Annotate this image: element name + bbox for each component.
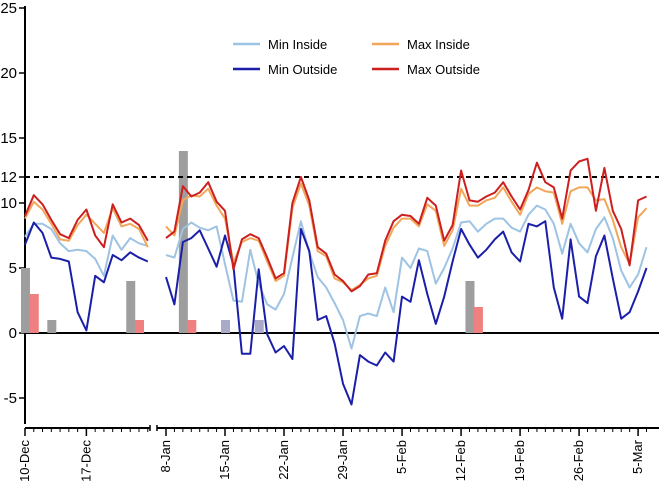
legend-label-min-outside: Min Outside	[268, 62, 337, 77]
x-tick-label: 10-Dec	[17, 440, 32, 482]
x-tick-label: 8-Jan	[158, 440, 173, 473]
x-tick-label: 12-Feb	[453, 440, 468, 481]
bar-inside	[254, 320, 264, 333]
x-tick-label: 26-Feb	[571, 440, 586, 481]
bar-inside	[47, 320, 57, 333]
bar-inside	[465, 281, 475, 333]
legend-label-max-inside: Max Inside	[407, 37, 470, 52]
y-tick-label: -5	[4, 390, 17, 407]
x-tick-label: 19-Feb	[512, 440, 527, 481]
max-outside-line-seg1	[24, 194, 149, 249]
x-tick-label: 5-Mar	[630, 439, 645, 474]
y-tick-label: 0	[9, 325, 17, 342]
x-tick-label: 22-Jan	[276, 440, 291, 480]
bar-inside	[221, 320, 231, 333]
lines-layer	[24, 157, 648, 406]
x-tick-label: 29-Jan	[335, 440, 350, 480]
bar-outside	[187, 320, 197, 333]
y-tick-label: 12	[0, 169, 17, 186]
legend-label-max-outside: Max Outside	[407, 62, 480, 77]
x-axis: 10-Dec 17-Dec 8-Jan 15-Jan 22-Jan 29-Jan 5-Feb…	[17, 425, 659, 482]
bar-inside	[21, 268, 30, 333]
legend: Min Inside Max Inside Min Outside Max Outsi…	[233, 37, 480, 77]
bar-outside	[29, 294, 39, 333]
x-tick-label: 15-Jan	[217, 440, 232, 480]
min-outside-line-seg1	[24, 221, 149, 332]
y-tick-label: 15	[0, 130, 17, 147]
max-outside-line-seg2	[165, 157, 647, 293]
min-inside-line-seg1	[24, 222, 149, 277]
y-tick-label: 20	[0, 65, 17, 82]
x-tick-label: 17-Dec	[78, 440, 93, 482]
bar-inside	[126, 281, 136, 333]
y-tick-label: 25	[0, 0, 17, 17]
x-tick-label: 5-Feb	[394, 440, 409, 474]
y-tick-label: 10	[0, 195, 17, 212]
bar-outside	[135, 320, 145, 333]
min-outside-line-seg2	[165, 220, 648, 406]
bar-outside	[473, 307, 483, 333]
legend-label-min-inside: Min Inside	[268, 37, 327, 52]
y-tick-label: 5	[9, 260, 17, 277]
max-inside-line-seg1	[24, 200, 149, 248]
max-inside-line-seg2	[165, 182, 648, 292]
y-axis: -5 0 5 10 12 15 20 25	[0, 0, 659, 424]
min-inside-line-seg2	[165, 204, 648, 350]
